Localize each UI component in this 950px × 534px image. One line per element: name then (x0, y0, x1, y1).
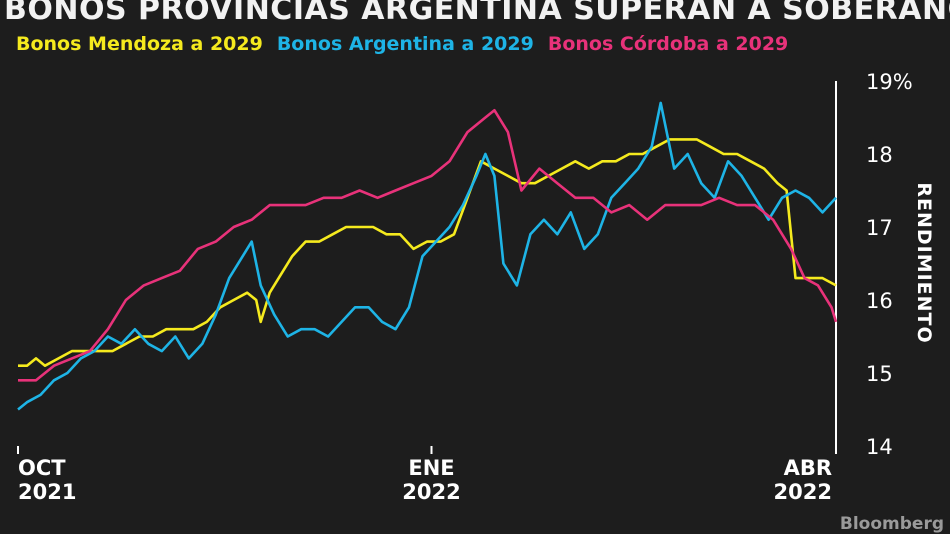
x-tick-label: 2022 (774, 480, 832, 504)
series-line-2 (18, 108, 838, 382)
legend-item-argentina: Bonos Argentina a 2029 (276, 33, 534, 55)
x-tick-label: ENE (408, 456, 454, 480)
x-tick-label: 2022 (402, 480, 460, 504)
x-tick-label: ABR (784, 456, 832, 480)
y-tick-label: 17 (866, 216, 893, 240)
legend-item-mendoza: Bonos Mendoza a 2029 (16, 33, 263, 55)
series-line-1 (17, 101, 837, 411)
y-axis-label: RENDIMIENTO (913, 182, 935, 343)
x-tick-label: 2021 (18, 480, 76, 504)
y-tick-label: 19% (866, 70, 913, 94)
y-tick-label: 15 (866, 362, 893, 386)
legend-item-cordoba: Bonos Córdoba a 2029 (547, 33, 789, 55)
y-axis-ticks: 14 15 16 17 18 19% (866, 70, 913, 459)
source-logo: Bloomberg (839, 514, 944, 534)
y-tick-label: 14 (866, 435, 893, 459)
y-tick-label: 18 (866, 143, 893, 167)
chart-title: BONOS PROVINCIAS ARGENTINA SUPERAN A SOB… (4, 0, 950, 27)
series-lines (17, 101, 838, 411)
x-tick-label: OCT (18, 456, 66, 480)
legend: Bonos Mendoza a 2029 Bonos Argentina a 20… (16, 33, 802, 55)
series-line-0 (18, 138, 837, 368)
y-tick-label: 16 (866, 289, 893, 313)
